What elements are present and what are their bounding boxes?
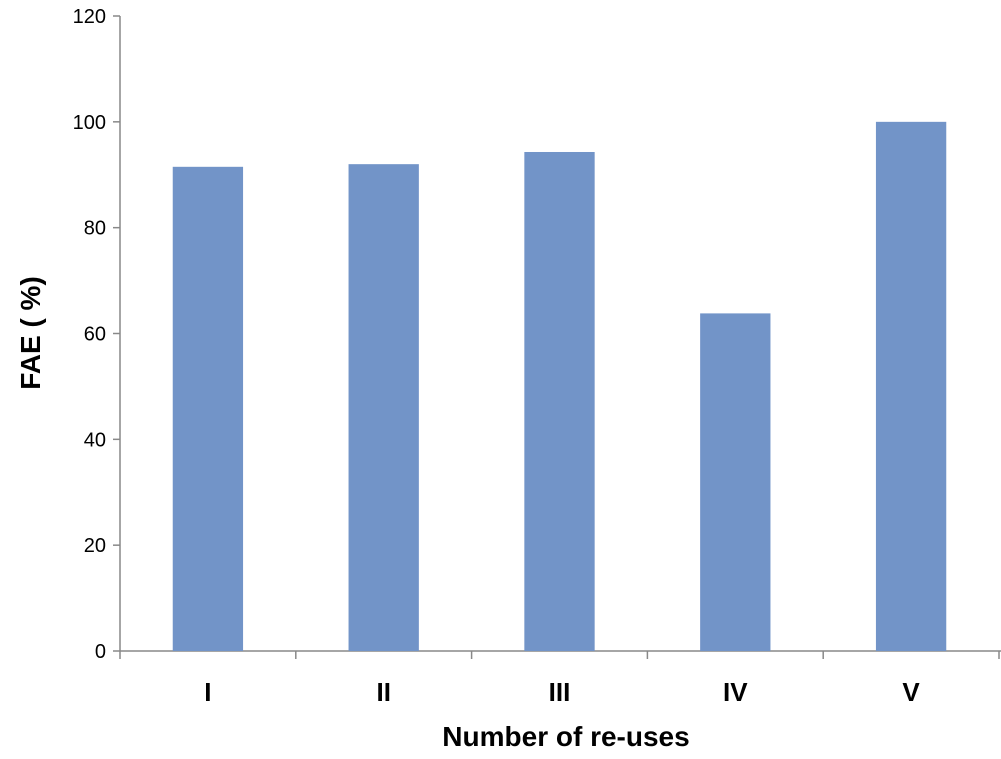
bars — [172, 121, 947, 652]
y-tick-label: 0 — [95, 641, 106, 663]
y-tick-label: 20 — [84, 535, 106, 557]
y-tick-label: 40 — [84, 429, 106, 451]
bar-IV — [700, 313, 771, 651]
y-tick-label: 60 — [84, 324, 106, 346]
x-tick-label: III — [549, 677, 571, 707]
bar-II — [348, 164, 419, 651]
y-axis: 0 20 40 60 80 100 120 — [73, 6, 121, 663]
x-tick-label: IV — [723, 677, 748, 707]
x-axis-title: Number of re-uses — [442, 721, 689, 752]
y-tick-label: 100 — [73, 112, 106, 134]
x-tick-label: V — [902, 677, 920, 707]
y-axis-title: FAE ( %) — [15, 276, 46, 390]
x-tick-label: II — [376, 677, 390, 707]
y-tick-label: 80 — [84, 218, 106, 240]
y-tick-label: 120 — [73, 6, 106, 28]
bar-V — [875, 121, 947, 652]
x-tick-label: I — [204, 677, 211, 707]
bar-I — [172, 166, 244, 651]
bar-III — [524, 151, 595, 651]
x-axis: I II III IV V — [119, 650, 1001, 707]
